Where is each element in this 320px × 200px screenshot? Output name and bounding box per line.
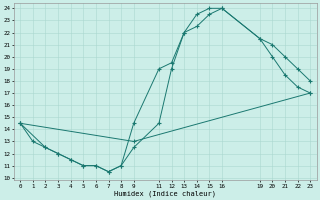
X-axis label: Humidex (Indice chaleur): Humidex (Indice chaleur): [114, 190, 216, 197]
